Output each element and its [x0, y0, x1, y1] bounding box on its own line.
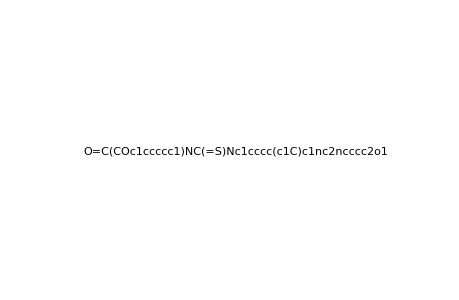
- Text: O=C(COc1ccccc1)NC(=S)Nc1cccc(c1C)c1nc2ncccc2o1: O=C(COc1ccccc1)NC(=S)Nc1cccc(c1C)c1nc2nc…: [83, 146, 387, 157]
